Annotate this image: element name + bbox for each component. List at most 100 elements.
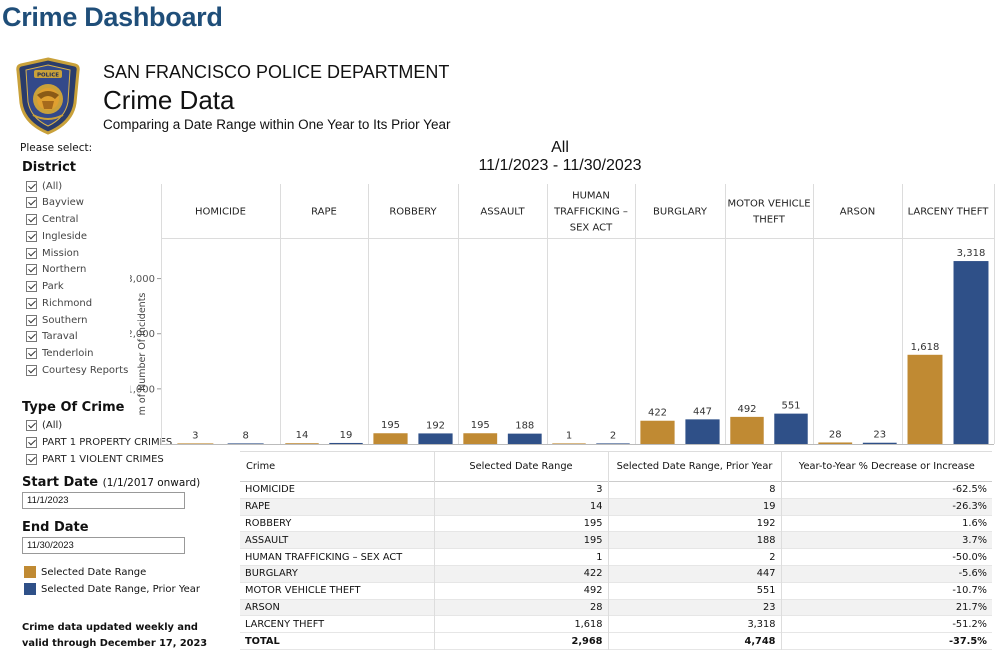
table-cell: 422 [433,565,608,583]
district-option[interactable]: Central [26,213,78,227]
end-date-input[interactable] [22,537,185,554]
footnote-line-2: valid through December 17, 2023 [22,638,208,649]
checkbox-checked-icon[interactable] [26,331,37,343]
checkbox-checked-icon[interactable] [26,297,37,309]
bar-selected [285,443,319,444]
bar-value-label: 3 [192,430,198,441]
y-axis-tick-label: 1,000 [130,384,155,395]
district-option-label: Park [42,281,64,292]
checkbox-checked-icon[interactable] [26,230,37,242]
category-header: SEX ACT [570,223,613,234]
district-option-label: Bayview [42,197,84,209]
bar-prior-year [596,443,630,444]
category-header: BURGLARY [653,207,708,218]
district-option[interactable]: Northern [26,263,86,277]
table-cell: 551 [607,582,781,600]
category-header: HUMAN [572,191,610,202]
checkbox-checked-icon[interactable] [26,453,37,465]
bar-selected [907,354,943,444]
table-row: ROBBERY 195 192 1.6% [240,515,992,532]
crime-bar-chart: 1,000 2,000 3,000 m of Number Of Incidents H… [130,184,995,445]
checkbox-checked-icon[interactable] [26,348,37,359]
bar-value-label: 23 [873,430,886,441]
start-date-label: Start Date (1/1/2017 onward) [22,475,200,490]
table-cell: MOTOR VEHICLE THEFT [245,585,361,597]
bar-value-label: 3,318 [957,248,986,259]
district-option-label: (All) [42,180,63,192]
bar-prior-year [329,442,363,444]
checkbox-checked-icon[interactable] [26,214,37,225]
checkbox-checked-icon[interactable] [26,180,37,192]
table-cell: 1,618 [433,615,608,633]
bar-value-label: 2 [610,430,616,441]
checkbox-checked-icon[interactable] [26,419,37,431]
checkbox-checked-icon[interactable] [26,364,37,376]
table-cell: -50.0% [780,548,992,566]
table-cell: 3.7% [780,531,992,549]
district-option-label: Southern [42,314,88,326]
crime-type-option[interactable]: PART 1 VIOLENT CRIMES [26,452,164,466]
checkbox-checked-icon[interactable] [26,314,37,326]
footnote: Crime data updated weekly and valid thro… [22,620,222,652]
checkbox-checked-icon[interactable] [26,264,37,276]
page-title: Crime Dashboard [2,2,223,32]
table-cell: 2 [607,548,781,566]
checkbox-checked-icon[interactable] [26,197,37,209]
district-option[interactable]: Southern [26,313,88,327]
table-row: RAPE 14 19 -26.3% [240,498,992,516]
bar-value-label: 188 [515,421,534,432]
table-cell: -10.7% [780,582,992,600]
table-total-row: TOTAL 2,968 4,748 -37.5% [240,632,992,650]
end-date-label: End Date [22,520,89,535]
district-option-label: Tenderloin [42,348,94,359]
table-header-crime: Crime [246,461,276,472]
bar-value-label: 422 [648,408,667,419]
bar-selected [373,433,408,444]
crime-data-title: Crime Data [103,85,235,115]
crime-type-option[interactable]: PART 1 PROPERTY CRIMES [26,435,172,449]
table-row: ARSON 28 23 21.7% [240,599,992,616]
table-cell: HOMICIDE [245,484,295,496]
bar-selected [463,433,498,444]
legend-swatch-selected [24,566,36,578]
bar-prior-year [418,433,453,444]
table-cell: ARSON [245,601,280,613]
crime-type-option[interactable]: (All) [26,418,62,432]
table-cell: HUMAN TRAFFICKING – SEX ACT [245,551,403,563]
table-cell: 28 [433,599,608,616]
table-total-cell: 4,748 [607,632,781,650]
table-cell: RAPE [245,501,271,513]
table-total-cell: -37.5% [780,632,992,650]
district-option[interactable]: Bayview [26,196,84,210]
table-row: HUMAN TRAFFICKING – SEX ACT 1 2 -50.0% [240,548,992,566]
table-cell: -5.6% [780,565,992,583]
district-option[interactable]: Taraval [26,330,78,344]
table-cell: 14 [433,498,608,516]
start-date-input[interactable] [22,492,185,509]
district-option[interactable]: Park [26,280,64,294]
table-cell: 192 [607,515,781,532]
district-option[interactable]: Richmond [26,296,92,310]
checkbox-checked-icon[interactable] [26,436,37,448]
table-cell: ROBBERY [245,517,292,529]
table-cell: 492 [433,582,608,600]
district-option[interactable]: Mission [26,246,79,260]
bar-selected [730,416,764,444]
checkbox-checked-icon[interactable] [26,247,37,259]
district-option-label: Richmond [42,297,93,309]
district-option[interactable]: (All) [26,179,62,193]
table-cell: 23 [607,599,781,616]
district-option[interactable]: Tenderloin [26,347,94,361]
checkbox-checked-icon[interactable] [26,281,37,292]
crime-type-option-label: PART 1 PROPERTY CRIMES [42,436,173,448]
district-option-label: Northern [42,264,87,276]
table-cell: 195 [433,515,608,532]
table-cell: 3 [433,481,608,499]
district-option-label: Taraval [42,331,78,343]
bar-value-label: 492 [737,404,756,415]
bar-prior-year [862,442,897,444]
table-header-selected: Selected Date Range [433,451,608,482]
table-row: LARCENY THEFT 1,618 3,318 -51.2% [240,615,992,633]
district-option[interactable]: Courtesy Reports [26,363,128,377]
district-option[interactable]: Ingleside [26,229,87,243]
